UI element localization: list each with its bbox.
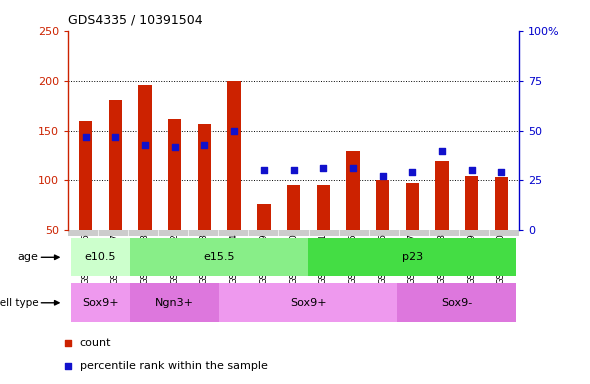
Bar: [287, 185, 300, 230]
Point: [140, 141, 150, 147]
Text: Ngn3+: Ngn3+: [155, 298, 194, 308]
Text: cell type: cell type: [0, 298, 38, 308]
Bar: [346, 151, 359, 230]
Text: Sox9+: Sox9+: [290, 298, 327, 308]
Bar: [168, 119, 182, 230]
Bar: [109, 99, 122, 230]
Text: Sox9-: Sox9-: [441, 298, 473, 308]
Point: [437, 147, 447, 154]
Bar: [398, 283, 516, 322]
Point: [408, 169, 417, 175]
Point: [289, 167, 299, 174]
Text: percentile rank within the sample: percentile rank within the sample: [80, 361, 267, 371]
Bar: [219, 283, 398, 322]
Text: e15.5: e15.5: [204, 252, 235, 262]
Bar: [79, 121, 93, 230]
Bar: [139, 84, 152, 230]
Bar: [228, 81, 241, 230]
Point: [319, 166, 328, 172]
Point: [497, 169, 506, 175]
Bar: [198, 124, 211, 230]
Bar: [309, 238, 516, 276]
Text: age: age: [18, 252, 38, 262]
Point: [170, 144, 179, 150]
Bar: [71, 238, 130, 276]
Point: [378, 174, 387, 180]
Bar: [405, 184, 419, 230]
Bar: [317, 185, 330, 230]
Bar: [130, 283, 219, 322]
Text: Sox9+: Sox9+: [82, 298, 119, 308]
Bar: [71, 283, 130, 322]
Point: [111, 134, 120, 140]
Point: [81, 134, 90, 140]
Point: [259, 167, 268, 174]
Bar: [376, 180, 389, 230]
Point: [348, 166, 358, 172]
Text: e10.5: e10.5: [85, 252, 116, 262]
Bar: [257, 204, 270, 230]
Bar: [130, 238, 309, 276]
Bar: [494, 177, 508, 230]
Text: p23: p23: [402, 252, 423, 262]
Bar: [435, 161, 448, 230]
Bar: [465, 177, 478, 230]
Point: [467, 167, 476, 174]
Text: GDS4335 / 10391504: GDS4335 / 10391504: [68, 13, 202, 26]
Point: [230, 127, 239, 134]
Point: [200, 141, 209, 147]
Text: count: count: [80, 338, 111, 348]
